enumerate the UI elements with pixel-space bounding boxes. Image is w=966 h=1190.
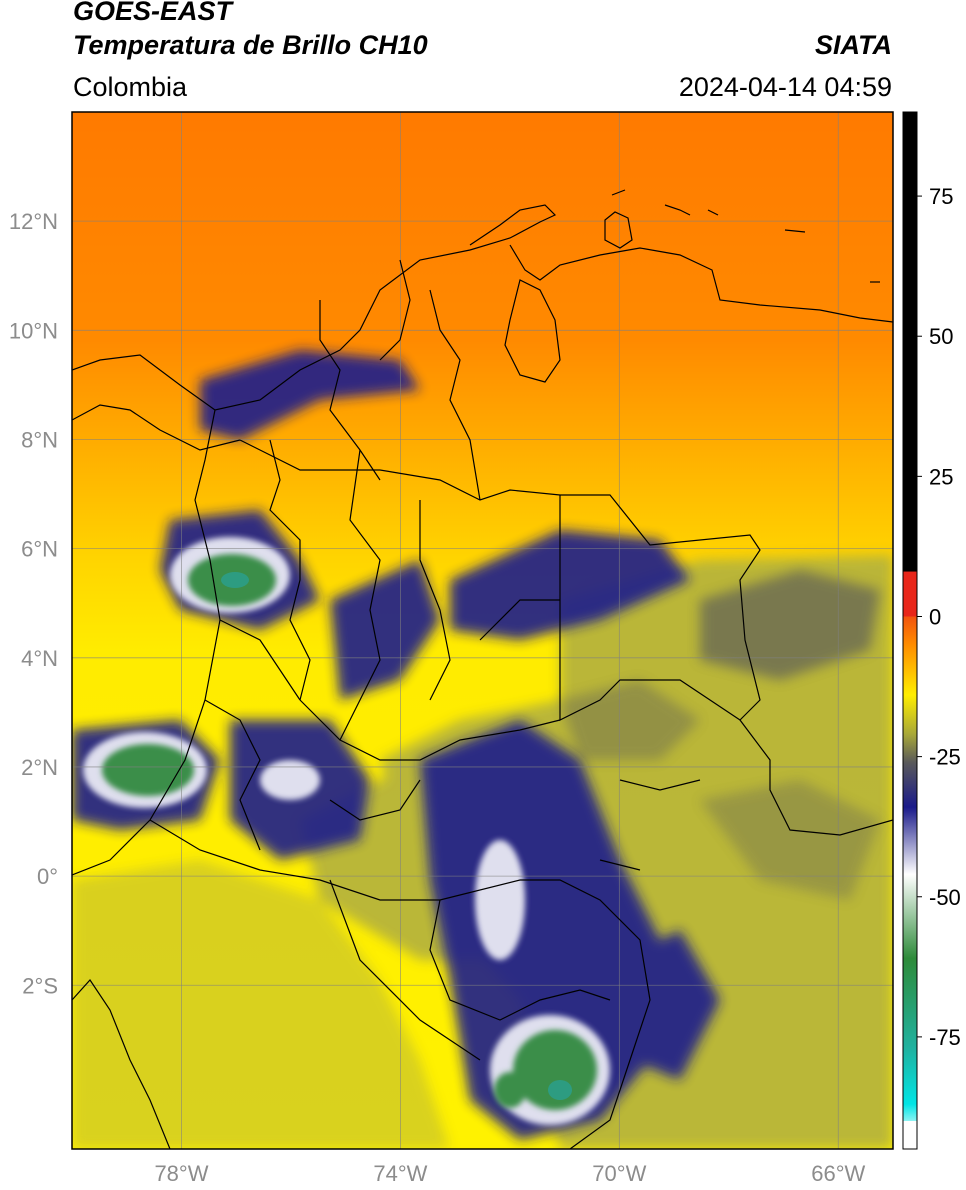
lon-tick-label: 74°W bbox=[373, 1161, 427, 1186]
colorbar-tick-label: -50 bbox=[929, 885, 961, 910]
latitude-tick-labels: 12°N 10°N 8°N 6°N 4°N 2°N 0° 2°S bbox=[9, 209, 58, 998]
organization-label: SIATA bbox=[815, 30, 892, 60]
lat-tick-label: 12°N bbox=[9, 209, 58, 234]
region-label: Colombia bbox=[73, 72, 188, 102]
lat-tick-label: 2°S bbox=[22, 973, 58, 998]
product-title: Temperatura de Brillo CH10 bbox=[73, 30, 428, 60]
lat-tick-label: 0° bbox=[37, 864, 58, 889]
satellite-title: GOES-EAST bbox=[73, 0, 233, 26]
map-frame bbox=[71, 111, 894, 1150]
colorbar-frame bbox=[902, 111, 918, 1150]
lat-lon-grid bbox=[72, 112, 893, 1149]
lat-tick-label: 4°N bbox=[21, 646, 58, 671]
colorbar: 75 50 25 0 -25 -50 -75 bbox=[902, 111, 961, 1150]
lat-tick-label: 6°N bbox=[21, 537, 58, 562]
lat-tick-label: 8°N bbox=[21, 427, 58, 452]
colorbar-segment bbox=[903, 571, 917, 617]
longitude-tick-labels: 78°W 74°W 70°W 66°W bbox=[154, 1161, 865, 1186]
colorbar-tick-label: 25 bbox=[929, 464, 953, 489]
colorbar-tick-label: 75 bbox=[929, 184, 953, 209]
colorbar-tick-label: 0 bbox=[929, 604, 941, 629]
lon-tick-label: 70°W bbox=[592, 1161, 646, 1186]
lat-tick-label: 2°N bbox=[21, 755, 58, 780]
colorbar-segment bbox=[903, 1120, 917, 1149]
colorbar-tick-label: -75 bbox=[929, 1025, 961, 1050]
colorbar-tick-label: 50 bbox=[929, 324, 953, 349]
colorbar-tick-label: -25 bbox=[929, 745, 961, 770]
lat-tick-label: 10°N bbox=[9, 318, 58, 343]
brightness-temperature-image bbox=[72, 112, 893, 1149]
coastlines-and-borders bbox=[72, 189, 893, 1149]
timestamp-label: 2024-04-14 04:59 bbox=[678, 72, 892, 102]
lon-tick-label: 66°W bbox=[811, 1161, 865, 1186]
lon-tick-label: 78°W bbox=[154, 1161, 208, 1186]
colorbar-segment bbox=[903, 112, 917, 572]
